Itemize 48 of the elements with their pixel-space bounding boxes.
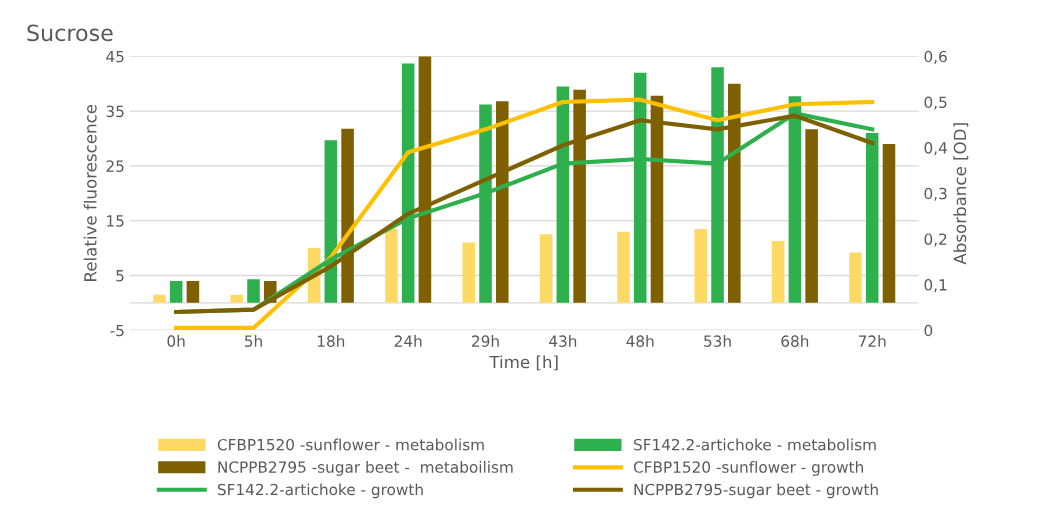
x-tick-label: 72h (858, 335, 886, 347)
bar (805, 129, 818, 303)
y2-tick-label: 0,1 (924, 279, 947, 293)
legend-label: NCPPB2795-sugar beet - growth (634, 483, 878, 499)
y-tick-label: -5 (110, 324, 124, 337)
x-tick-label: 0h (167, 335, 185, 347)
y-tick-label: 5 (116, 270, 124, 282)
x-tick-label: 53h (704, 335, 731, 347)
legend-label: SF142.2-artichoke - metabolism (634, 438, 876, 451)
y2-tick-label: 0,4 (924, 142, 947, 156)
y-tick-label: 45 (106, 50, 124, 63)
y2-tick-label: 0 (924, 324, 933, 337)
x-tick-label: 48h (626, 335, 654, 347)
y2-tick-label: 0,3 (924, 187, 947, 201)
x-tick-label: 18h (317, 335, 345, 347)
bar (153, 294, 166, 303)
bar (849, 252, 862, 303)
bar (341, 128, 354, 303)
bar (694, 228, 708, 303)
y-tick-label: 25 (106, 160, 124, 172)
bar (539, 234, 553, 303)
x-tick-label: 24h (394, 335, 422, 347)
x-axis-title: Time [h] (489, 355, 558, 371)
y-axis-title: Relative fluorescence (83, 104, 97, 281)
legend-label: CFBP1520 -sunflower - metabolism (217, 438, 484, 451)
chart-title: Sucrose (27, 24, 113, 42)
bar (186, 280, 200, 303)
legend-label: SF142.2-artichoke - growth (217, 483, 423, 499)
bar (169, 280, 183, 303)
x-tick-label: 5h (244, 335, 262, 347)
legend-label: CFBP1520 -sunflower - growth (633, 461, 863, 476)
bar (385, 228, 398, 303)
bar (617, 231, 630, 303)
bar (882, 143, 896, 303)
y2-axis-title: Absorbance [OD] (953, 123, 969, 265)
x-tick-label: 29h (472, 335, 499, 347)
bar (771, 240, 785, 303)
y2-tick-label: 0,5 (924, 96, 947, 110)
y2-tick-label: 0,6 (924, 50, 947, 64)
y2-tick-label: 0,2 (924, 233, 947, 247)
y-tick-label: 35 (106, 105, 124, 118)
bar (247, 279, 260, 303)
bar (230, 294, 244, 303)
x-tick-label: 43h (549, 335, 577, 347)
x-tick-label: 68h (781, 335, 809, 347)
bar (462, 242, 476, 303)
legend-label: NCPPB2795 -sugar beet - metaboilism (218, 461, 513, 476)
y-tick-label: 15 (107, 215, 124, 227)
